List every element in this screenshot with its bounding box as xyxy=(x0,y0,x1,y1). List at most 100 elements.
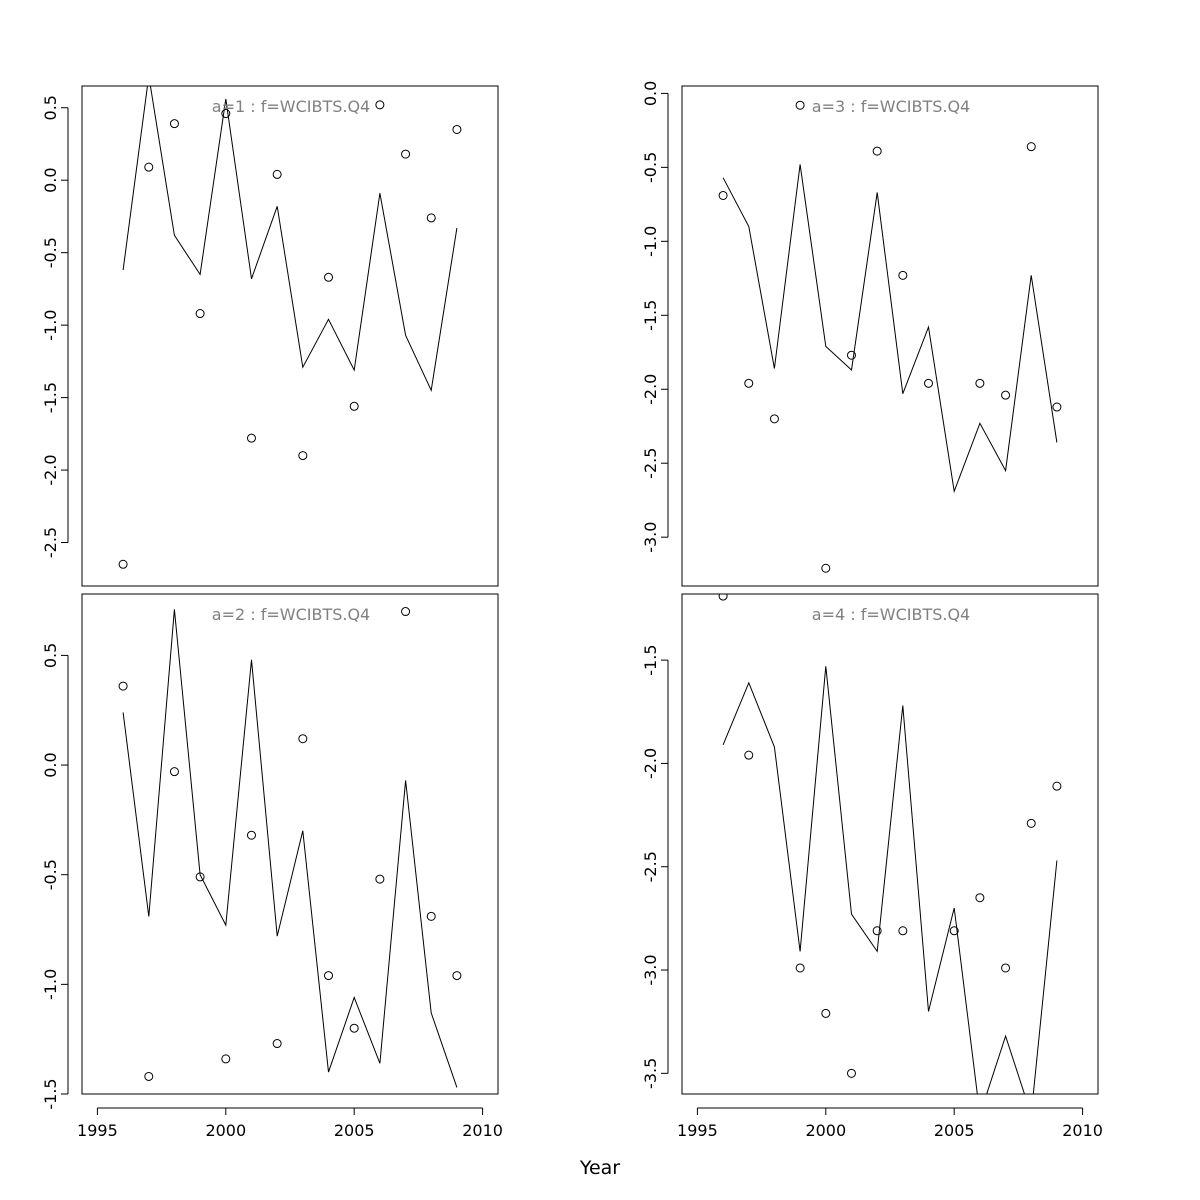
data-point xyxy=(1001,963,1011,973)
data-point xyxy=(924,378,934,388)
x-tick-label: 2010 xyxy=(1062,1121,1103,1140)
y-tick-label: -0.5 xyxy=(41,237,60,268)
y-tick-label: 0.0 xyxy=(641,81,660,106)
data-point xyxy=(1052,781,1062,791)
y-tick-label: -3.0 xyxy=(641,954,660,985)
data-point xyxy=(452,124,462,134)
y-tick-label: -1.5 xyxy=(41,382,60,413)
y-axis: -1.5 -2.0 -2.5 -3.0 -3.5 xyxy=(641,645,669,1089)
data-point xyxy=(452,971,462,981)
y-tick-label: -3.0 xyxy=(641,522,660,553)
x-tick-label: 2000 xyxy=(805,1121,846,1140)
data-point xyxy=(769,414,779,424)
series-line xyxy=(722,666,1058,1094)
panel-frame xyxy=(81,85,499,587)
y-tick-label: -1.5 xyxy=(641,300,660,331)
y-tick-label: -1.5 xyxy=(41,1078,60,1109)
y-tick-label: 0.0 xyxy=(41,752,60,777)
y-tick-label: -2.5 xyxy=(641,851,660,882)
panel-1: 0.5 0.0 -0.5 -1.0 -1.5 -2.0 -2.5 a=1 : f=WCIBTS… xyxy=(41,85,499,587)
data-point xyxy=(246,830,256,840)
data-point xyxy=(898,926,908,936)
data-point xyxy=(898,270,908,280)
data-point xyxy=(744,378,754,388)
data-point xyxy=(349,401,359,411)
series-line xyxy=(722,164,1058,494)
plot-area xyxy=(718,100,1062,573)
plot-area xyxy=(718,594,1062,1094)
data-point xyxy=(169,767,179,777)
data-point xyxy=(298,451,308,461)
y-tick-label: 0.5 xyxy=(41,643,60,668)
y-tick-label: -2.0 xyxy=(641,748,660,779)
y-tick-label: -1.0 xyxy=(41,310,60,341)
data-point xyxy=(324,971,334,981)
data-point xyxy=(821,563,831,573)
data-point xyxy=(221,109,231,119)
y-tick-label: 0.5 xyxy=(41,95,60,120)
y-tick-label: -2.0 xyxy=(641,374,660,405)
data-point xyxy=(1052,402,1062,412)
data-point xyxy=(795,963,805,973)
panel-frame xyxy=(681,85,1099,587)
data-point xyxy=(1026,142,1036,152)
data-point xyxy=(144,162,154,172)
data-point xyxy=(975,378,985,388)
data-point xyxy=(401,149,411,159)
data-point xyxy=(169,119,179,129)
data-point xyxy=(144,1071,154,1081)
data-point xyxy=(846,350,856,360)
data-point xyxy=(718,594,728,601)
x-axis: 1995 2000 2005 2010 xyxy=(77,1107,503,1140)
data-point xyxy=(846,1068,856,1078)
data-point xyxy=(872,146,882,156)
x-tick-label: 2005 xyxy=(334,1121,375,1140)
data-point xyxy=(375,100,385,110)
panel-frame xyxy=(681,593,1099,1095)
data-point xyxy=(195,872,205,882)
data-point xyxy=(975,893,985,903)
data-point xyxy=(1001,390,1011,400)
data-point xyxy=(401,607,411,617)
panel-2: 0.0 -0.5 -1.0 -1.5 -2.0 -2.5 -3.0 a=3 : f=WCIBT… xyxy=(641,81,1099,587)
panel-title: a=4 : f=WCIBTS.Q4 xyxy=(812,605,970,624)
x-tick-label: 1995 xyxy=(77,1121,118,1140)
panel-3: 0.5 0.0 -0.5 -1.0 -1.5 a=2 : f=WCIBTS.Q4 xyxy=(41,593,499,1110)
x-axis-label: Year xyxy=(579,1157,620,1179)
data-point xyxy=(118,681,128,691)
y-tick-label: -1.0 xyxy=(641,226,660,257)
y-tick-label: -3.5 xyxy=(641,1058,660,1089)
data-point xyxy=(195,309,205,319)
y-tick-label: -2.5 xyxy=(641,448,660,479)
panel-4: -1.5 -2.0 -2.5 -3.0 -3.5 a=4 : f=WCIBTS.Q4 xyxy=(641,593,1099,1095)
x-tick-label: 2010 xyxy=(462,1121,503,1140)
data-point xyxy=(744,750,754,760)
data-point xyxy=(221,1054,231,1064)
data-point xyxy=(272,169,282,179)
y-tick-label: -0.5 xyxy=(641,152,660,183)
data-point xyxy=(821,1008,831,1018)
y-tick-label: -1.5 xyxy=(641,645,660,676)
series-line xyxy=(122,609,458,1088)
x-axes-layer: 1995 2000 2005 2010 1995 2000 2005 2010 xyxy=(77,1107,1103,1140)
data-point xyxy=(118,559,128,569)
x-tick-label: 1995 xyxy=(677,1121,718,1140)
panels-layer: 0.5 0.0 -0.5 -1.0 -1.5 -2.0 -2.5 a=1 : f=WCIBTS… xyxy=(41,81,1099,1110)
panel-frame xyxy=(81,593,499,1095)
y-axis: 0.0 -0.5 -1.0 -1.5 -2.0 -2.5 -3.0 xyxy=(641,81,669,553)
plot-area xyxy=(118,86,462,569)
data-point xyxy=(324,272,334,282)
panel-title: a=1 : f=WCIBTS.Q4 xyxy=(212,97,370,116)
data-point xyxy=(1026,818,1036,828)
data-point xyxy=(298,734,308,744)
y-tick-label: 0.0 xyxy=(41,167,60,192)
series-line xyxy=(122,86,458,392)
y-tick-label: -2.0 xyxy=(41,454,60,485)
data-point xyxy=(426,213,436,223)
data-point xyxy=(795,100,805,110)
data-point xyxy=(375,874,385,884)
data-point xyxy=(872,926,882,936)
data-point xyxy=(349,1023,359,1033)
data-point xyxy=(272,1039,282,1049)
